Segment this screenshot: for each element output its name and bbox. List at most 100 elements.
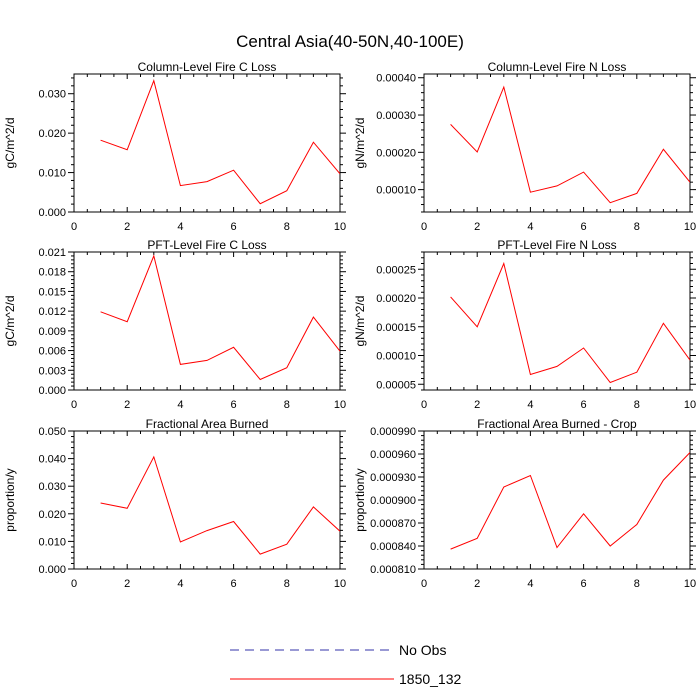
y-tick-label: 0.021 xyxy=(38,247,66,259)
panel-3: 0 2 4 6 8 10 0.000 0.003 0.006 0.009 0.012 0.015 0.0… xyxy=(3,238,346,411)
panel-title: Fractional Area Burned - Crop xyxy=(477,417,637,431)
y-tick-label: 0.00040 xyxy=(376,73,416,85)
x-tick-label: 8 xyxy=(634,399,640,411)
legend-label-1850-132: 1850_132 xyxy=(399,671,462,687)
x-tick-label: 6 xyxy=(581,399,587,411)
x-tick-label: 8 xyxy=(634,221,640,233)
plot-frame xyxy=(73,430,341,570)
x-tick-label: 10 xyxy=(334,399,346,411)
x-tick-label: 2 xyxy=(474,221,480,233)
y-tick-label: 0.012 xyxy=(38,306,66,318)
x-tick-label: 6 xyxy=(231,399,237,411)
y-tick-label: 0.000960 xyxy=(370,449,416,461)
x-tick-label: 6 xyxy=(231,578,237,590)
x-tick-label: 0 xyxy=(421,399,427,411)
panel-5: 0 2 4 6 8 10 0.000 0.010 0.020 0.030 0.040 0.050 Fra… xyxy=(3,417,346,590)
x-tick-label: 4 xyxy=(177,578,183,590)
x-tick-label: 10 xyxy=(684,578,696,590)
y-tick-label: 0.00020 xyxy=(376,293,416,305)
panel-title: Fractional Area Burned xyxy=(146,417,269,431)
y-tick-label: 0.000870 xyxy=(370,518,416,530)
panel-title: Column-Level Fire C Loss xyxy=(138,60,277,74)
legend: No Obs 1850_132 xyxy=(230,642,462,687)
x-tick-label: 10 xyxy=(334,221,346,233)
series-line-1850-132 xyxy=(100,254,340,381)
x-tick-label: 2 xyxy=(474,578,480,590)
y-tick-label: 0.010 xyxy=(38,536,66,548)
y-tick-label: 0.000990 xyxy=(370,426,416,438)
y-tick-label: 0.010 xyxy=(38,168,66,180)
plot-frame xyxy=(73,73,341,213)
series-line-1850-132 xyxy=(450,452,690,550)
y-tick-label: 0.009 xyxy=(38,326,66,338)
y-tick-label: 0.000930 xyxy=(370,472,416,484)
panel-6: 0 2 4 6 8 10 0.000810 0.000840 0.000870 0.000900 0… xyxy=(353,417,696,590)
series-line-1850-132 xyxy=(450,85,690,204)
y-axis-label: gC/m^2/d xyxy=(3,118,17,169)
figure-title: Central Asia(40-50N,40-100E) xyxy=(236,32,464,51)
series-line-1850-132 xyxy=(100,79,340,205)
panel-2: 0 2 4 6 8 10 0.00010 0.00020 0.00030 0.00040 Colum… xyxy=(353,60,696,233)
y-tick-label: 0.00030 xyxy=(376,110,416,122)
x-tick-label: 8 xyxy=(634,578,640,590)
y-tick-label: 0.000840 xyxy=(370,541,416,553)
x-tick-label: 10 xyxy=(334,578,346,590)
y-tick-label: 0.030 xyxy=(38,481,66,493)
y-axis-label: gC/m^2/d xyxy=(3,296,17,347)
legend-label-no-obs: No Obs xyxy=(399,642,446,658)
y-tick-label: 0.00010 xyxy=(376,185,416,197)
plot-frame xyxy=(73,251,341,391)
x-tick-label: 2 xyxy=(124,399,130,411)
y-tick-label: 0.00015 xyxy=(376,322,416,334)
x-tick-label: 0 xyxy=(71,399,77,411)
y-tick-label: 0.00025 xyxy=(376,264,416,276)
series-line-1850-132 xyxy=(450,261,690,384)
x-tick-label: 10 xyxy=(684,399,696,411)
x-tick-label: 0 xyxy=(421,221,427,233)
plot-frame xyxy=(423,73,691,213)
y-tick-label: 0.000810 xyxy=(370,564,416,576)
y-tick-label: 0.00005 xyxy=(376,379,416,391)
y-tick-label: 0.000900 xyxy=(370,495,416,507)
x-tick-label: 8 xyxy=(284,221,290,233)
x-tick-label: 4 xyxy=(527,221,533,233)
panel-4: 0 2 4 6 8 10 0.00005 0.00010 0.00015 0.00020 0.000… xyxy=(353,238,696,411)
x-tick-label: 6 xyxy=(231,221,237,233)
panel-title: PFT-Level Fire C Loss xyxy=(147,238,266,252)
x-tick-label: 2 xyxy=(124,221,130,233)
y-tick-label: 0.018 xyxy=(38,267,66,279)
y-tick-label: 0.015 xyxy=(38,286,66,298)
y-tick-label: 0.050 xyxy=(38,426,66,438)
x-tick-label: 2 xyxy=(474,399,480,411)
x-tick-label: 6 xyxy=(581,221,587,233)
series-line-1850-132 xyxy=(100,455,340,555)
plot-frame xyxy=(423,251,691,391)
x-tick-label: 0 xyxy=(71,578,77,590)
y-axis-label: gN/m^2/d xyxy=(353,296,367,347)
y-axis-label: proportion/y xyxy=(3,468,17,531)
x-tick-label: 4 xyxy=(177,399,183,411)
y-tick-label: 0.030 xyxy=(38,89,66,101)
x-tick-label: 8 xyxy=(284,399,290,411)
panels: 0 2 4 6 8 10 0.000 0.010 0.020 0.030 Column-Level … xyxy=(3,60,696,590)
panel-1: 0 2 4 6 8 10 0.000 0.010 0.020 0.030 Column-Level … xyxy=(3,60,346,233)
x-tick-label: 0 xyxy=(71,221,77,233)
y-axis-label: gN/m^2/d xyxy=(353,118,367,169)
y-tick-label: 0.00010 xyxy=(376,351,416,363)
y-tick-label: 0.00020 xyxy=(376,147,416,159)
x-tick-label: 4 xyxy=(177,221,183,233)
y-tick-label: 0.003 xyxy=(38,365,66,377)
x-tick-label: 8 xyxy=(284,578,290,590)
x-tick-label: 6 xyxy=(581,578,587,590)
y-axis-label: proportion/y xyxy=(353,468,367,531)
y-tick-label: 0.000 xyxy=(38,564,66,576)
y-tick-label: 0.040 xyxy=(38,454,66,466)
y-tick-label: 0.020 xyxy=(38,128,66,140)
panel-title: Column-Level Fire N Loss xyxy=(488,60,627,74)
y-tick-label: 0.000 xyxy=(38,207,66,219)
x-tick-label: 4 xyxy=(527,578,533,590)
y-tick-label: 0.000 xyxy=(38,385,66,397)
x-tick-label: 2 xyxy=(124,578,130,590)
y-tick-label: 0.020 xyxy=(38,509,66,521)
